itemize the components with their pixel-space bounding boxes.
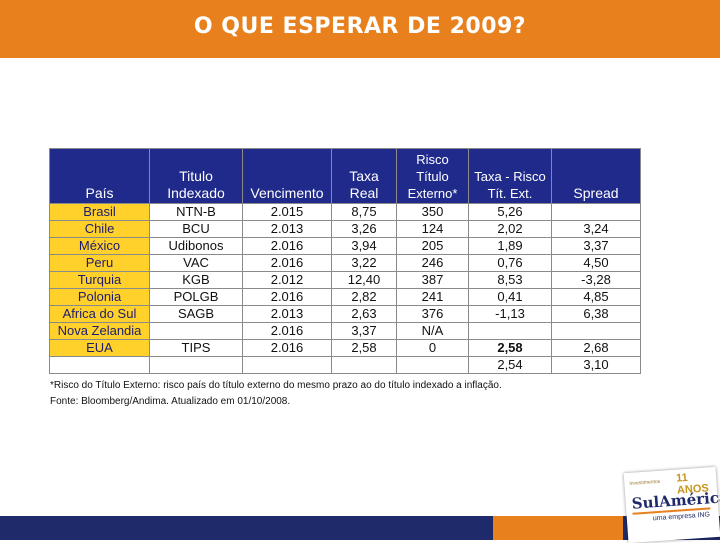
- cell-risco: 124: [396, 220, 469, 238]
- cell-taxa-real: 3,37: [331, 322, 397, 340]
- cell-pais: Peru: [49, 254, 150, 272]
- logo-small-text: Investimentos: [629, 478, 661, 487]
- blank-cell: [331, 356, 397, 374]
- table-row: Africa do Sul SAGB 2.013 2,63 376 -1,13 …: [49, 305, 641, 323]
- cell-vencimento: 2.015: [242, 203, 332, 221]
- cell-titulo: NTN-B: [149, 203, 243, 221]
- header-taxa-risco: Taxa - Risco Tít. Ext.: [468, 148, 552, 204]
- cell-vencimento: 2.016: [242, 288, 332, 306]
- cell-pais: Chile: [49, 220, 150, 238]
- cell-taxa-real: 3,22: [331, 254, 397, 272]
- cell-risco: N/A: [396, 322, 469, 340]
- cell-titulo: [149, 322, 243, 340]
- table-row: México Udibonos 2.016 3,94 205 1,89 3,37: [49, 237, 641, 255]
- blank-cell: [49, 356, 150, 374]
- table-row: Nova Zelandia 2.016 3,37 N/A: [49, 322, 641, 340]
- footnote: *Risco do Título Externo: risco país do …: [50, 378, 502, 410]
- cell-vencimento: 2.016: [242, 322, 332, 340]
- cell-titulo: Udibonos: [149, 237, 243, 255]
- cell-spread: 6,38: [551, 305, 641, 323]
- cell-titulo: VAC: [149, 254, 243, 272]
- cell-spread: 3,37: [551, 237, 641, 255]
- cell-spread: 4,85: [551, 288, 641, 306]
- cell-taxa-risco: 2,54: [468, 356, 552, 374]
- header-titulo: Titulo Indexado: [149, 148, 243, 204]
- cell-taxa-real: 2,82: [331, 288, 397, 306]
- cell-risco: 350: [396, 203, 469, 221]
- cell-taxa-real: 3,26: [331, 220, 397, 238]
- table-row: Brasil NTN-B 2.015 8,75 350 5,26: [49, 203, 641, 221]
- cell-titulo: TIPS: [149, 339, 243, 357]
- cell-spread: [551, 203, 641, 221]
- title-bar: [0, 0, 720, 58]
- table-row: Chile BCU 2.013 3,26 124 2,02 3,24: [49, 220, 641, 238]
- header-taxa-real: Taxa Real: [331, 148, 397, 204]
- cell-taxa-risco: 1,89: [468, 237, 552, 255]
- cell-spread: 3,24: [551, 220, 641, 238]
- cell-risco: 246: [396, 254, 469, 272]
- cell-spread: 4,50: [551, 254, 641, 272]
- cell-titulo: SAGB: [149, 305, 243, 323]
- cell-taxa-risco: 2,02: [468, 220, 552, 238]
- table-header-row: País Titulo Indexado Vencimento Taxa Rea…: [49, 148, 641, 204]
- cell-risco: 0: [396, 339, 469, 357]
- cell-taxa-risco: [468, 322, 552, 340]
- cell-taxa-real: 2,58: [331, 339, 397, 357]
- cell-spread: 2,68: [551, 339, 641, 357]
- cell-taxa-real: 2,63: [331, 305, 397, 323]
- rates-table: País Titulo Indexado Vencimento Taxa Rea…: [49, 148, 641, 374]
- cell-titulo: POLGB: [149, 288, 243, 306]
- footnote-source: Fonte: Bloomberg/Andima. Atualizado em 0…: [50, 396, 291, 407]
- table-row: Turquia KGB 2.012 12,40 387 8,53 -3,28: [49, 271, 641, 289]
- cell-vencimento: 2.016: [242, 237, 332, 255]
- cell-pais: Brasil: [49, 203, 150, 221]
- sulamerica-logo: Investimentos 11 ANOS SulAmérica uma emp…: [623, 466, 720, 543]
- blank-cell: [396, 356, 469, 374]
- slide-title: O QUE ESPERAR DE 2009?: [193, 14, 527, 39]
- cell-taxa-risco: 0,41: [468, 288, 552, 306]
- cell-pais: Polonia: [49, 288, 150, 306]
- cell-vencimento: 2.013: [242, 220, 332, 238]
- cell-taxa-risco: -1,13: [468, 305, 552, 323]
- blank-cell: [149, 356, 243, 374]
- cell-vencimento: 2.016: [242, 254, 332, 272]
- logo-sub: uma empresa ING: [652, 511, 711, 523]
- cell-taxa-risco: 8,53: [468, 271, 552, 289]
- cell-risco: 376: [396, 305, 469, 323]
- cell-vencimento: 2.013: [242, 305, 332, 323]
- cell-taxa-risco: 2,58: [468, 339, 552, 357]
- cell-spread: [551, 322, 641, 340]
- cell-pais: Nova Zelandia: [49, 322, 150, 340]
- cell-vencimento: 2.012: [242, 271, 332, 289]
- cell-pais: EUA: [49, 339, 150, 357]
- cell-titulo: KGB: [149, 271, 243, 289]
- header-pais: País: [49, 148, 150, 204]
- cell-risco: 387: [396, 271, 469, 289]
- cell-spread: 3,10: [551, 356, 641, 374]
- table-row: Peru VAC 2.016 3,22 246 0,76 4,50: [49, 254, 641, 272]
- cell-taxa-real: 3,94: [331, 237, 397, 255]
- header-spread: Spread: [551, 148, 641, 204]
- cell-titulo: BCU: [149, 220, 243, 238]
- cell-pais: México: [49, 237, 150, 255]
- table-row: Polonia POLGB 2.016 2,82 241 0,41 4,85: [49, 288, 641, 306]
- blank-cell: [242, 356, 332, 374]
- cell-taxa-real: 12,40: [331, 271, 397, 289]
- cell-pais: Turquia: [49, 271, 150, 289]
- cell-risco: 241: [396, 288, 469, 306]
- cell-taxa-real: 8,75: [331, 203, 397, 221]
- cell-taxa-risco: 0,76: [468, 254, 552, 272]
- table-row: EUA TIPS 2.016 2,58 0 2,58 2,68: [49, 339, 641, 357]
- table-row-extra: 2,54 3,10: [49, 356, 641, 374]
- header-risco: Risco Título Externo*: [396, 148, 469, 204]
- cell-pais: Africa do Sul: [49, 305, 150, 323]
- cell-spread: -3,28: [551, 271, 641, 289]
- bottom-accent: [493, 516, 623, 540]
- cell-taxa-risco: 5,26: [468, 203, 552, 221]
- header-vencimento: Vencimento: [242, 148, 332, 204]
- cell-vencimento: 2.016: [242, 339, 332, 357]
- footnote-risk-definition: *Risco do Título Externo: risco país do …: [50, 380, 502, 391]
- cell-risco: 205: [396, 237, 469, 255]
